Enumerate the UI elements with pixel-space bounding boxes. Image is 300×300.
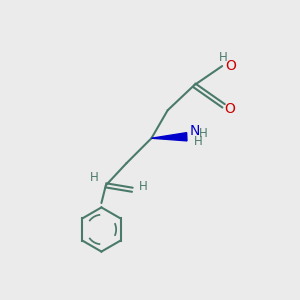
Text: H: H	[90, 171, 99, 184]
Text: H: H	[139, 180, 148, 193]
Text: H: H	[194, 135, 202, 148]
Polygon shape	[152, 133, 187, 141]
Text: N: N	[190, 124, 200, 138]
Text: H: H	[219, 51, 228, 64]
Text: O: O	[225, 102, 236, 116]
Text: O: O	[225, 59, 236, 73]
Text: H: H	[199, 127, 207, 140]
